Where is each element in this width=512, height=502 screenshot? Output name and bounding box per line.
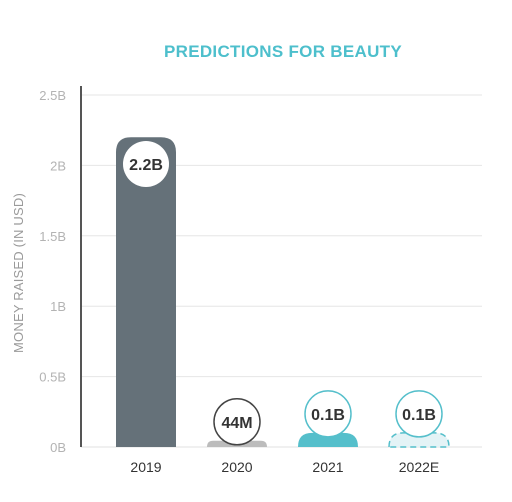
y-tick-label: 0.5B [39,370,66,385]
y-axis-ticks: 0B 0.5B 1B 1.5B 2B 2.5B [39,88,66,455]
bars [116,137,450,448]
y-tick-label: 1B [50,299,66,314]
data-label-circle-2019 [123,141,169,187]
data-label-circle-2021 [304,390,352,438]
x-tick-label-2019: 2019 [130,459,161,475]
x-tick-label-2022E: 2022E [399,459,439,475]
bar-2022E [388,432,450,448]
bar-2019 [116,137,176,448]
y-tick-label: 0B [50,440,66,455]
y-tick-label: 2B [50,158,66,173]
data-label-circle-2020 [213,398,261,446]
data-label-2022E: 0.1B [402,407,436,424]
x-tick-label-2020: 2020 [221,459,252,475]
data-label-2020: 44M [221,415,252,432]
x-axis-ticks: 2019 2020 2021 2022E [130,459,439,475]
data-label-2021: 0.1B [311,407,345,424]
x-tick-label-2021: 2021 [312,459,343,475]
data-label-2019: 2.2B [129,157,163,174]
bar-2021 [298,432,358,447]
y-axis-label: MONEY RAISED (IN USD) [11,193,26,353]
data-labels: 2.2B 44M 0.1B 0.1B [123,141,443,446]
chart-title: PREDICTIONS FOR BEAUTY [164,42,402,61]
y-tick-label: 2.5B [39,88,66,103]
y-tick-label: 1.5B [39,229,66,244]
data-label-circle-2022E [395,390,443,438]
